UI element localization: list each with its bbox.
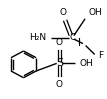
Text: OH: OH: [79, 59, 93, 68]
Text: O: O: [60, 8, 67, 17]
Text: O: O: [56, 38, 63, 47]
Text: OH: OH: [89, 8, 103, 17]
Text: O: O: [56, 80, 63, 89]
Text: S: S: [56, 58, 63, 68]
Text: H₂N: H₂N: [29, 33, 46, 42]
Text: F: F: [98, 51, 104, 60]
Text: C: C: [69, 33, 75, 42]
